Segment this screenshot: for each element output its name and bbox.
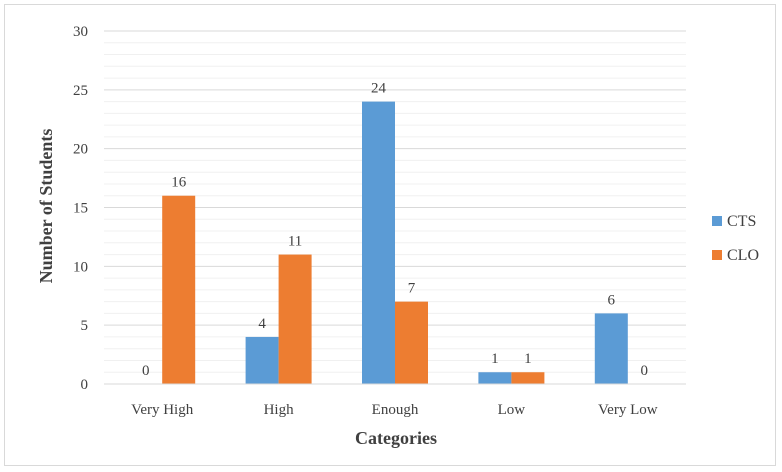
bar-cts-low [478,372,512,384]
y-tick-label: 20 [73,142,88,158]
bar-clo-high [278,254,312,384]
y-tick-label: 10 [73,259,88,275]
y-tick-label: 30 [73,24,88,40]
bar-cts-enough [362,101,395,384]
bar-clo-low [511,372,545,384]
data-label: 1 [491,351,499,367]
x-axis-title: Categories [355,428,437,448]
bars [162,101,628,384]
bar-clo-enough [395,301,428,384]
x-tick-label: Enough [372,402,419,418]
data-label: 1 [524,351,532,367]
y-tick-label: 15 [73,201,88,217]
y-axis-title: Number of Students [36,129,56,284]
data-label: 0 [142,363,150,379]
data-label: 11 [288,234,302,250]
legend-swatch-cts [712,216,722,226]
y-tick-label: 5 [81,318,89,334]
legend-label-cts: CTS [727,213,756,230]
x-tick-label: Very High [131,402,194,418]
x-tick-label: Low [498,402,526,418]
legend: CTS CLO [712,213,759,264]
data-label: 6 [608,292,616,308]
x-tick-label: Very Low [598,402,658,418]
x-tick-label: High [264,402,295,418]
data-label: 24 [371,81,387,97]
y-axis-ticks: 0 5 10 15 20 25 30 [73,24,88,393]
y-tick-label: 25 [73,83,88,99]
x-axis-ticks: Very High High Enough Low Very Low [131,402,658,418]
data-label: 4 [258,316,266,332]
data-label: 7 [408,281,416,297]
data-label: 0 [641,363,649,379]
y-tick-label: 0 [81,377,89,393]
bar-cts-high [245,336,279,384]
bar-cts-very-low [594,313,628,384]
legend-swatch-clo [712,250,722,260]
data-label: 16 [171,175,187,191]
bar-clo-very-high [162,195,196,384]
legend-label-clo: CLO [727,247,759,264]
